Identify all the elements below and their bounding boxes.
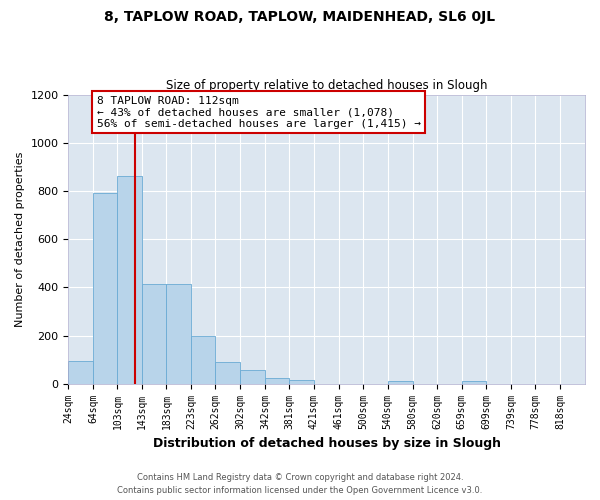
Bar [240,370,265,384]
Bar [166,284,191,384]
Y-axis label: Number of detached properties: Number of detached properties [15,152,25,327]
Title: Size of property relative to detached houses in Slough: Size of property relative to detached ho… [166,79,487,92]
Bar [191,336,215,384]
X-axis label: Distribution of detached houses by size in Slough: Distribution of detached houses by size … [153,437,501,450]
Text: 8 TAPLOW ROAD: 112sqm
← 43% of detached houses are smaller (1,078)
56% of semi-d: 8 TAPLOW ROAD: 112sqm ← 43% of detached … [97,96,421,129]
Bar [215,362,240,384]
Bar [461,382,487,384]
Bar [118,176,142,384]
Text: 8, TAPLOW ROAD, TAPLOW, MAIDENHEAD, SL6 0JL: 8, TAPLOW ROAD, TAPLOW, MAIDENHEAD, SL6 … [104,10,496,24]
Bar [93,194,118,384]
Bar [142,284,166,384]
Bar [289,380,314,384]
Bar [388,382,413,384]
Bar [68,361,93,384]
Text: Contains HM Land Registry data © Crown copyright and database right 2024.
Contai: Contains HM Land Registry data © Crown c… [118,474,482,495]
Bar [265,378,289,384]
